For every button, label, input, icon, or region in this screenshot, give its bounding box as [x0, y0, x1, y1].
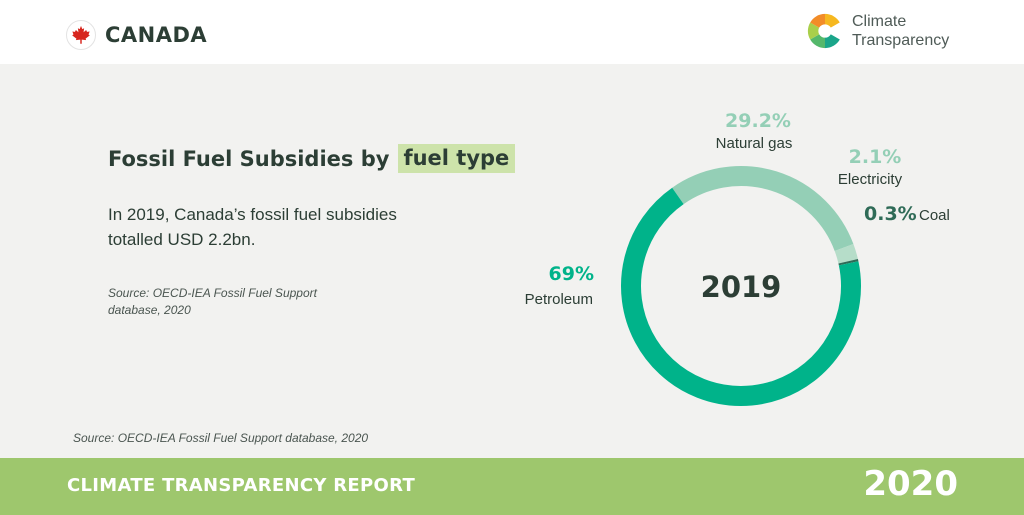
- brand-line-2: Transparency: [852, 32, 950, 49]
- source-note-bottom: Source: OECD-IEA Fossil Fuel Support dat…: [73, 431, 369, 445]
- slice-petroleum: [621, 187, 861, 406]
- value-label-petroleum: 69%: [549, 263, 594, 285]
- center-year-label: 2019: [701, 270, 782, 304]
- chart-heading: Fossil Fuel Subsidies by fuel type: [108, 144, 516, 173]
- category-label-petroleum: Petroleum: [525, 291, 593, 308]
- maple-leaf-icon: [66, 20, 96, 50]
- value-label-electricity: 2.1%: [849, 146, 902, 168]
- climate-transparency-logo: Climate Transparency: [806, 12, 949, 50]
- category-label-coal: Coal: [919, 207, 950, 224]
- brand-line-1: Climate: [852, 13, 907, 30]
- source-note: Source: OECD-IEA Fossil Fuel Support dat…: [108, 286, 317, 317]
- value-label-natural-gas: 29.2%: [725, 110, 791, 132]
- chart-heading-highlight: fuel type: [398, 144, 516, 173]
- chart-heading-main: Fossil Fuel Subsidies by: [108, 146, 390, 171]
- country-badge: CANADA: [66, 20, 207, 50]
- logo-icon: [807, 13, 843, 49]
- footer-title: CLIMATE TRANSPARENCY REPORT: [67, 475, 416, 496]
- category-label-natural-gas: Natural gas: [716, 135, 793, 152]
- category-label-electricity: Electricity: [838, 171, 903, 188]
- footer-year: 2020: [863, 464, 958, 504]
- footer-bar: CLIMATE TRANSPARENCY REPORT 2020: [0, 458, 1024, 515]
- value-label-coal: 0.3%: [864, 203, 917, 225]
- summary-text: In 2019, Canada’s fossil fuel subsidies …: [108, 205, 397, 249]
- slice-electricity: [834, 243, 858, 264]
- header: CANADA Climate Transparency: [0, 0, 1024, 64]
- country-name: CANADA: [105, 23, 208, 47]
- slice-natural-gas: [672, 166, 854, 252]
